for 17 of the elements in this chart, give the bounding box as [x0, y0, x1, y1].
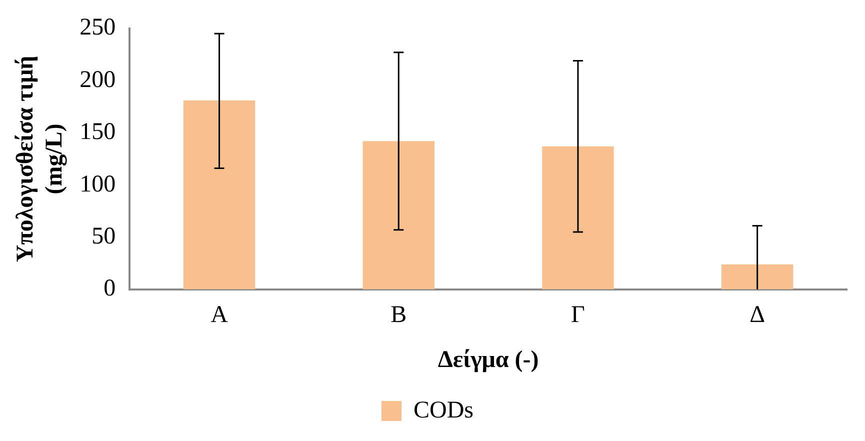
legend-label: CODs: [413, 397, 474, 424]
y-tick-label: 150: [80, 119, 116, 146]
y-tick-label: 100: [80, 171, 116, 198]
x-tick-label: Α: [210, 302, 229, 328]
bar: [542, 146, 614, 290]
bar: [721, 264, 794, 290]
bar: [362, 141, 434, 290]
x-tick-label: Δ: [750, 302, 766, 328]
y-tick-label: 0: [104, 276, 116, 302]
x-tick-label: Γ: [571, 302, 586, 328]
y-tick-label: 200: [80, 66, 116, 93]
y-tick-label: 250: [80, 14, 116, 41]
y-tick-label: 50: [92, 223, 116, 250]
x-axis-title: Δείγμα (-): [438, 346, 539, 373]
y-axis-title: Υπολογισθείσα τιμή (mg/L): [12, 56, 68, 262]
bar: [183, 100, 256, 290]
x-tick-label: Β: [390, 302, 407, 328]
